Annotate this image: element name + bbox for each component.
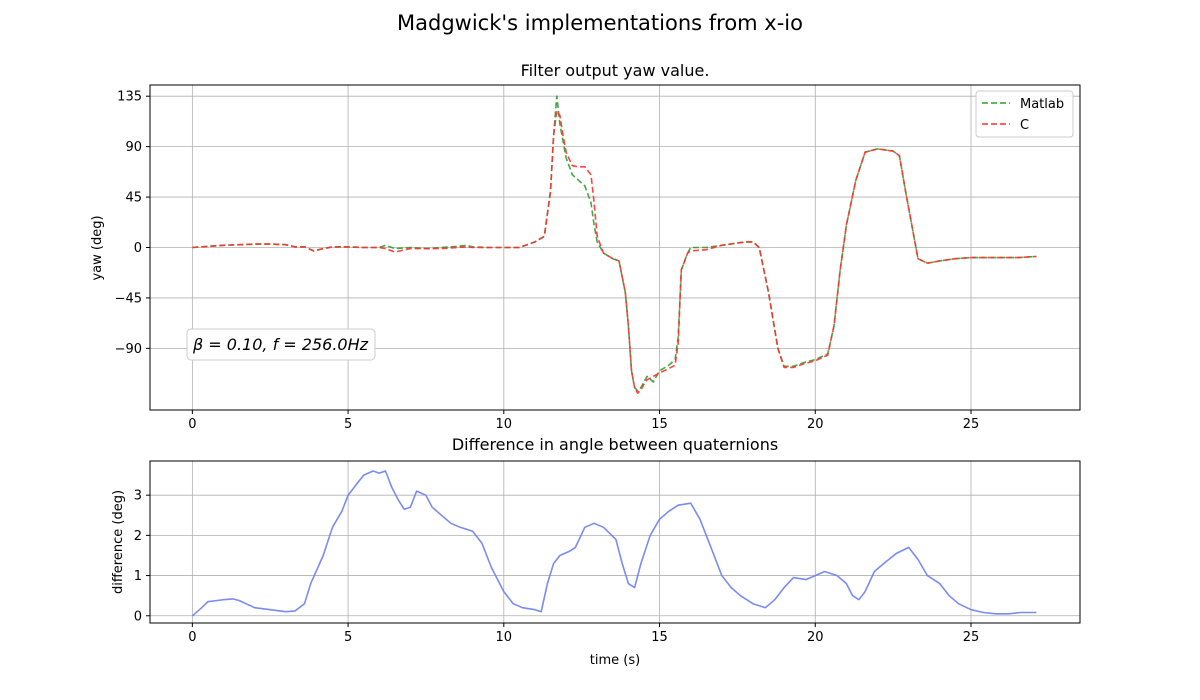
legend-label-c: C [1020,118,1029,133]
annotation-text: β = 0.10, f = 256.0Hz [192,335,369,354]
yaw-xtick-label: 15 [651,417,668,432]
difference-ylabel: difference (deg) [111,490,126,594]
difference-series-lines [191,470,1037,617]
yaw-line-matlab [192,95,1037,392]
figure-suptitle: Madgwick's implementations from x-io [397,11,803,35]
yaw-ytick-label: 45 [125,191,142,206]
yaw-ylabel: yaw (deg) [90,215,105,280]
difference-xlabel: time (s) [590,653,640,668]
yaw-ytick-label: 135 [117,90,142,105]
difference-xtick-label: 15 [651,630,668,645]
difference-axes: Difference in angle between quaternions … [111,435,1081,668]
difference-xtick-label: 20 [807,630,824,645]
yaw-axes-title: Filter output yaw value. [521,61,710,80]
difference-grid [150,461,1080,623]
yaw-xtick-label: 0 [188,417,196,432]
annotation-box [186,328,376,361]
yaw-ytick-label: 0 [134,241,142,256]
difference-ytick-label: 2 [134,529,142,544]
yaw-xtick-label: 10 [496,417,513,432]
yaw-xtick-label: 20 [807,417,824,432]
difference-axes-title: Difference in angle between quaternions [452,435,778,454]
yaw-ytick-label: 90 [125,140,142,155]
difference-xtick-label: 25 [963,630,980,645]
yaw-axes: Filter output yaw value. 0 5 10 15 20 25 135 90… [90,61,1081,432]
yaw-xtick-label: 25 [963,417,980,432]
difference-xtick-label: 5 [344,630,352,645]
legend-label-matlab: Matlab [1020,97,1064,112]
difference-ytick-label: 3 [134,489,142,504]
difference-line-series-0 [191,470,1037,617]
yaw-ytick-label: −90 [115,342,142,357]
yaw-ytick-label: −45 [115,291,142,306]
yaw-xtick-label: 5 [344,417,352,432]
yaw-legend: Matlab C [975,90,1074,138]
yaw-ticks: 0 5 10 15 20 25 135 90 45 0 −45 −90 [115,90,980,432]
difference-ytick-label: 1 [134,569,142,584]
difference-axes-frame [149,460,1081,624]
difference-xtick-label: 0 [188,630,196,645]
parameter-annotation: β = 0.10, f = 256.0Hz [186,328,376,361]
difference-xtick-label: 10 [496,630,513,645]
yaw-line-c [192,110,1037,394]
difference-ytick-label: 0 [134,609,142,624]
difference-ticks: 0 5 10 15 20 25 0 1 2 3 [134,489,980,645]
yaw-series-lines [192,95,1037,394]
